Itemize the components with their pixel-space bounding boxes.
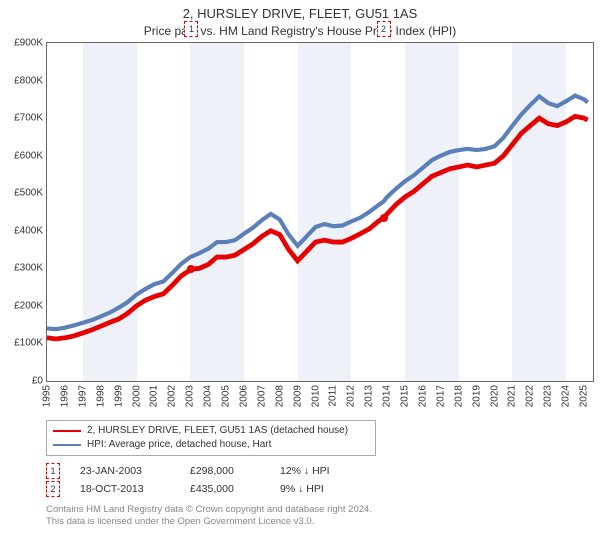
chart-title: 2, HURSLEY DRIVE, FLEET, GU51 1AS: [0, 0, 600, 22]
sales-table: 1 23-JAN-2003 £298,000 12% ↓ HPI 2 18-OC…: [46, 462, 600, 498]
sales-row: 1 23-JAN-2003 £298,000 12% ↓ HPI: [46, 462, 600, 480]
sale-date: 18-OCT-2013: [80, 480, 170, 498]
sale-dot: [187, 265, 195, 273]
legend-swatch: [53, 430, 81, 432]
y-axis-label: £300K: [1, 263, 43, 274]
legend-swatch: [53, 444, 81, 446]
legend-label: HPI: Average price, detached house, Hart: [87, 438, 271, 452]
y-axis-label: £800K: [1, 75, 43, 86]
sale-marker-icon: 1: [184, 21, 198, 37]
y-axis-label: £600K: [1, 150, 43, 161]
sale-delta: 9% ↓ HPI: [280, 480, 360, 498]
sale-price: £435,000: [190, 480, 260, 498]
chart-legend: 2, HURSLEY DRIVE, FLEET, GU51 1AS (detac…: [46, 420, 376, 456]
chart-area: £0£100K£200K£300K£400K£500K£600K£700K£80…: [46, 42, 594, 382]
y-axis-label: £900K: [1, 37, 43, 48]
sale-marker-icon: 2: [46, 481, 60, 497]
credits-line: Contains HM Land Registry data © Crown c…: [46, 504, 600, 516]
credits: Contains HM Land Registry data © Crown c…: [46, 504, 600, 528]
y-axis-label: £500K: [1, 188, 43, 199]
chart-subtitle: Price paid vs. HM Land Registry's House …: [0, 22, 600, 42]
series-hpi: [47, 96, 588, 330]
sale-marker-icon: 1: [46, 463, 60, 479]
sale-marker-icon: 2: [377, 21, 391, 37]
y-axis-label: £400K: [1, 225, 43, 236]
sales-row: 2 18-OCT-2013 £435,000 9% ↓ HPI: [46, 480, 600, 498]
sale-delta: 12% ↓ HPI: [280, 462, 360, 480]
sale-price: £298,000: [190, 462, 260, 480]
legend-label: 2, HURSLEY DRIVE, FLEET, GU51 1AS (detac…: [87, 424, 348, 438]
legend-row: HPI: Average price, detached house, Hart: [53, 438, 369, 452]
y-axis-label: £100K: [1, 338, 43, 349]
y-axis-label: £0: [1, 375, 43, 386]
sale-dot: [380, 214, 388, 222]
sale-date: 23-JAN-2003: [80, 462, 170, 480]
credits-line: This data is licensed under the Open Gov…: [46, 516, 600, 528]
y-axis-label: £200K: [1, 300, 43, 311]
y-axis-label: £700K: [1, 113, 43, 124]
legend-row: 2, HURSLEY DRIVE, FLEET, GU51 1AS (detac…: [53, 424, 369, 438]
